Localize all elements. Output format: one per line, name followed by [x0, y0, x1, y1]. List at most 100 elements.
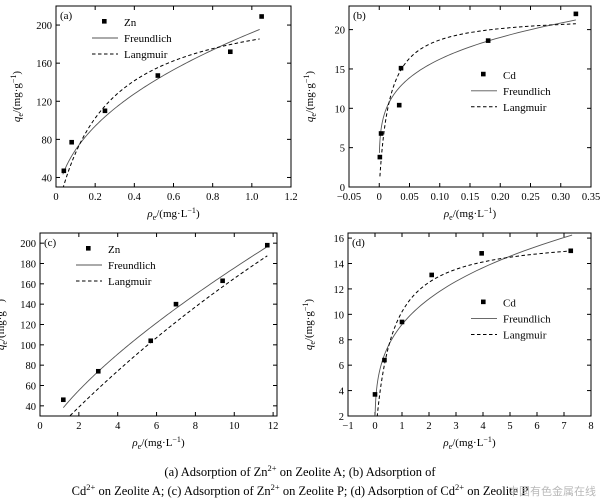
data-point [95, 368, 101, 374]
y-tick-label: 6 [339, 361, 344, 372]
data-point [429, 272, 434, 278]
data-point [220, 278, 225, 284]
caption-text: on Zeolite A; (c) Adsorption of Zn [95, 484, 271, 499]
data-point [227, 49, 233, 55]
x-axis-label: ρe/(mg·L−1) [442, 435, 496, 451]
legend-label-points: Cd [503, 298, 516, 310]
y-tick-label: 80 [26, 361, 37, 372]
legend-label-langmuir: Langmuir [108, 276, 152, 288]
x-tick-label: 0.20 [491, 192, 509, 203]
plot-frame [39, 232, 278, 417]
y-axis-label: qe/(mg·g−1) [302, 71, 318, 123]
y-tick-label: 160 [20, 280, 36, 291]
legend-label-freundlich: Freundlich [124, 33, 172, 45]
x-tick-label: 0.10 [431, 192, 449, 203]
figure-caption-line-2: Cd2+ on Zeolite A; (c) Adsorption of Zn2… [0, 479, 600, 500]
y-tick-label: 0 [340, 183, 345, 194]
data-point [148, 338, 154, 344]
x-tick-label: −1 [342, 421, 353, 432]
y-tick-label: 200 [20, 239, 36, 250]
x-tick-label: 1.0 [245, 192, 258, 203]
legend-label-langmuir: Langmuir [503, 102, 547, 114]
legend-label-freundlich: Freundlich [108, 260, 156, 272]
y-tick-label: 2 [339, 412, 344, 423]
caption-superscript: 2+ [267, 463, 277, 473]
freundlich-fit-line [62, 29, 260, 175]
data-point [396, 102, 402, 108]
y-tick-label: 12 [334, 285, 345, 296]
data-point [264, 242, 270, 248]
legend: Zn Freundlich Langmuir [76, 244, 156, 288]
chart-panel: 0 2 4 6 8 10 12 40 60 80 100 120 140 160 180 200 ρe/(mg·… [0, 232, 278, 451]
y-tick-label: 14 [334, 260, 345, 271]
y-axis-label: qe/(mg·g−1) [0, 299, 9, 351]
x-tick-label: 4 [115, 421, 121, 432]
chart-panel: −1 0 1 2 3 4 5 6 7 8246810121416ρe/(mg·L−1)qe/(mg… [301, 232, 594, 451]
x-tick-label: 8 [588, 421, 593, 432]
caption-text: (a) Adsorption of Zn [164, 465, 268, 480]
langmuir-fit-line [62, 38, 260, 187]
data-point [398, 65, 404, 71]
data-point [61, 168, 67, 174]
x-tick-label: 1 [399, 421, 404, 432]
x-tick-label: 0 [372, 421, 377, 432]
data-point [69, 139, 74, 145]
legend-label-freundlich: Freundlich [503, 86, 551, 98]
caption-text: on Zeolite P; (d) Adsorption of Cd [279, 484, 456, 499]
x-tick-label: 1.2 [284, 192, 297, 203]
plot-frame [55, 5, 292, 188]
y-tick-label: 60 [26, 382, 37, 393]
data-point [568, 248, 574, 254]
freundlich-fit-line [374, 234, 573, 416]
y-tick-label: 20 [335, 26, 346, 37]
data-point [372, 392, 378, 397]
x-tick-label: 2 [76, 421, 81, 432]
legend-label-points: Cd [503, 70, 516, 82]
legend-marker-points [86, 246, 91, 251]
x-tick-label: 4 [480, 421, 486, 432]
data-point [173, 301, 179, 307]
y-tick-label: 180 [20, 260, 36, 271]
data-point [485, 38, 491, 43]
y-tick-label: 10 [335, 104, 346, 115]
legend-marker-points [481, 299, 486, 305]
data-point [377, 154, 383, 160]
legend-label-points: Zn [124, 17, 137, 29]
x-tick-label: 0.2 [89, 192, 102, 203]
y-tick-label: 80 [42, 135, 53, 146]
panel-label: (c) [44, 237, 57, 249]
legend-label-points: Zn [108, 244, 121, 256]
legend-marker-points [102, 19, 107, 24]
plot-frame [348, 5, 592, 188]
caption-text: on Zeolite P [464, 484, 529, 499]
legend: Zn Freundlich Langmuir [92, 17, 172, 61]
panel-label: (b) [353, 10, 366, 22]
legend-label-langmuir: Langmuir [124, 49, 168, 61]
data-point [259, 14, 264, 19]
panel-label: (d) [352, 237, 365, 249]
y-tick-label: 4 [339, 387, 345, 398]
x-tick-label: 0.6 [167, 192, 180, 203]
x-tick-label: 0 [37, 421, 42, 432]
x-tick-label: 6 [534, 421, 539, 432]
legend: Cd Freundlich Langmuir [471, 70, 551, 114]
y-tick-label: 100 [20, 341, 36, 352]
plot-area [377, 11, 579, 177]
x-tick-label: 0.30 [552, 192, 570, 203]
x-tick-label: 0 [377, 192, 382, 203]
x-tick-label: 0 [53, 192, 58, 203]
x-tick-label: 2 [426, 421, 431, 432]
x-tick-label: −0.05 [337, 192, 361, 203]
data-point [61, 397, 66, 403]
freundlich-fit-line [62, 246, 268, 408]
y-tick-label: 16 [334, 234, 345, 245]
legend-label-langmuir: Langmuir [503, 330, 547, 342]
data-point [378, 131, 384, 136]
data-point [573, 11, 579, 17]
y-tick-label: 140 [20, 300, 36, 311]
x-axis-label: ρe/(mg·L−1) [146, 206, 200, 222]
caption-text: on Zeolite A; (b) Adsorption of [276, 465, 436, 480]
caption-superscript: 2+ [455, 482, 465, 492]
x-tick-label: 0.15 [461, 192, 479, 203]
y-tick-label: 120 [36, 97, 52, 108]
